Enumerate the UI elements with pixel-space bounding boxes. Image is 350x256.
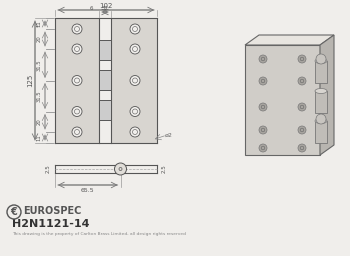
- Ellipse shape: [315, 59, 327, 63]
- Circle shape: [114, 163, 126, 175]
- Text: ø2: ø2: [165, 133, 173, 137]
- Circle shape: [259, 144, 267, 152]
- Text: €: €: [10, 207, 18, 217]
- Text: 11: 11: [36, 134, 42, 141]
- Circle shape: [259, 103, 267, 111]
- Circle shape: [72, 76, 82, 86]
- Text: 2.5: 2.5: [161, 165, 167, 173]
- Polygon shape: [320, 35, 334, 155]
- Circle shape: [316, 54, 326, 64]
- Circle shape: [7, 205, 21, 219]
- Bar: [315, 91, 327, 113]
- Circle shape: [298, 144, 306, 152]
- Bar: [55, 18, 99, 143]
- Text: 20: 20: [36, 118, 42, 125]
- Circle shape: [130, 76, 140, 86]
- Circle shape: [298, 55, 306, 63]
- Circle shape: [130, 106, 140, 116]
- Circle shape: [259, 77, 267, 85]
- Polygon shape: [245, 35, 334, 45]
- Bar: [245, 45, 320, 155]
- Text: 11: 11: [36, 20, 42, 27]
- Bar: [99, 70, 111, 90]
- Bar: [99, 40, 111, 60]
- Text: 102: 102: [99, 3, 113, 9]
- Circle shape: [298, 103, 306, 111]
- Text: 6: 6: [89, 5, 93, 10]
- Circle shape: [259, 126, 267, 134]
- Text: 31.5: 31.5: [36, 59, 42, 71]
- Bar: [315, 121, 327, 143]
- Ellipse shape: [315, 119, 327, 123]
- Text: 2.5: 2.5: [46, 165, 50, 173]
- Bar: [111, 18, 157, 143]
- Text: 65.5: 65.5: [81, 187, 95, 193]
- Circle shape: [298, 126, 306, 134]
- Text: 125: 125: [27, 74, 33, 87]
- Circle shape: [72, 106, 82, 116]
- Circle shape: [130, 44, 140, 54]
- Text: This drawing is the property of Carlton Brass Limited, all design rights reserve: This drawing is the property of Carlton …: [12, 232, 186, 236]
- Circle shape: [130, 127, 140, 137]
- Text: EUROSPEC: EUROSPEC: [23, 206, 81, 216]
- Circle shape: [72, 24, 82, 34]
- Circle shape: [298, 77, 306, 85]
- Circle shape: [316, 114, 326, 124]
- Circle shape: [130, 24, 140, 34]
- Bar: [99, 100, 111, 120]
- Circle shape: [72, 44, 82, 54]
- Circle shape: [259, 55, 267, 63]
- Bar: [315, 61, 327, 83]
- Text: 20: 20: [36, 36, 42, 42]
- Text: 32: 32: [102, 6, 108, 12]
- Text: H2N1121-14: H2N1121-14: [12, 219, 90, 229]
- Ellipse shape: [315, 89, 327, 93]
- Text: 31.5: 31.5: [36, 90, 42, 102]
- Circle shape: [72, 127, 82, 137]
